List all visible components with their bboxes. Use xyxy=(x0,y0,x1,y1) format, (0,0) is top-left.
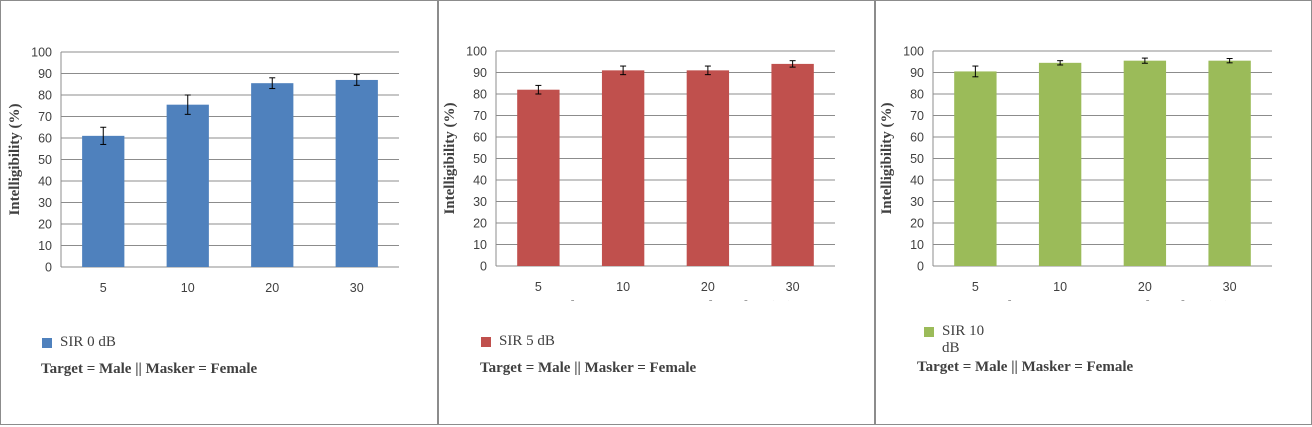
bar xyxy=(1123,60,1167,266)
y-tick-label: 20 xyxy=(910,217,924,231)
legend-swatch xyxy=(42,338,52,348)
bar xyxy=(1208,60,1251,266)
bar xyxy=(82,135,125,267)
bar-chart-sir-5: 0 10 20 30 40 50 60 70 80 90 100 5 10 20 30 Angle Betwe… xyxy=(442,45,835,301)
chart-panel-sir-0: 0 10 20 30 40 50 60 70 80 90 100 5 10 20 30 Angle Betwe… xyxy=(0,0,438,425)
x-axis-title: Angle Between Target and Masker ( ° ) xyxy=(109,300,358,301)
legend: SIR 5 dB xyxy=(481,333,641,350)
chart-caption: Target = Male || Masker = Female xyxy=(917,359,1134,375)
y-tick-label: 50 xyxy=(910,152,924,166)
x-tick-label: 5 xyxy=(100,281,107,295)
x-tick-label: 10 xyxy=(616,280,630,294)
y-tick-label: 0 xyxy=(45,261,52,275)
bar xyxy=(517,89,560,266)
y-tick-label: 50 xyxy=(473,152,487,166)
y-tick-label: 40 xyxy=(910,174,924,188)
y-tick-label: 90 xyxy=(38,67,52,81)
bar xyxy=(686,70,730,266)
y-tick-label: 60 xyxy=(910,131,924,145)
x-axis-title: Angle Between Target and Masker ( ° ) xyxy=(544,299,793,301)
y-axis-title: Intelligibility (%) xyxy=(7,103,23,215)
y-tick-label: 30 xyxy=(473,195,487,209)
x-tick-label: 10 xyxy=(181,281,195,295)
x-tick-label: 20 xyxy=(701,280,715,294)
chart-caption: Target = Male || Masker = Female xyxy=(41,361,258,377)
legend-label: SIR 10 dB xyxy=(942,323,985,356)
bar-chart-sir-10: 0 10 20 30 40 50 60 70 80 90 100 5 10 20 30 Angle Betwe… xyxy=(879,45,1272,301)
bar xyxy=(771,63,814,267)
chart-caption: Target = Male || Masker = Female xyxy=(480,360,697,376)
y-tick-label: 100 xyxy=(31,46,52,60)
y-tick-label: 30 xyxy=(38,196,52,210)
y-tick-label: 10 xyxy=(473,238,487,252)
x-tick-label: 20 xyxy=(1138,280,1152,294)
x-tick-label: 30 xyxy=(350,281,364,295)
y-tick-label: 70 xyxy=(473,109,487,123)
y-tick-label: 80 xyxy=(473,88,487,102)
x-tick-label: 5 xyxy=(535,280,542,294)
x-tick-label: 5 xyxy=(972,280,979,294)
y-tick-label: 60 xyxy=(473,131,487,145)
legend: SIR 10 dB xyxy=(924,323,994,357)
x-tick-label: 30 xyxy=(1223,280,1237,294)
bar xyxy=(601,70,645,266)
y-tick-label: 0 xyxy=(917,260,924,274)
legend: SIR 0 dB xyxy=(42,334,202,351)
legend-label: SIR 0 dB xyxy=(60,334,116,350)
y-tick-label: 30 xyxy=(910,195,924,209)
chart-panel-sir-5: 0 10 20 30 40 50 60 70 80 90 100 5 10 20 30 Angle Betwe… xyxy=(438,0,875,425)
y-tick-label: 90 xyxy=(910,66,924,80)
y-tick-label: 80 xyxy=(38,89,52,103)
bar xyxy=(954,71,997,266)
x-axis-title: Angle Between Target and Masker ( ° ) xyxy=(981,299,1230,301)
bar xyxy=(166,104,209,267)
y-tick-label: 40 xyxy=(473,174,487,188)
bar xyxy=(335,79,378,267)
chart-panel-sir-10: 0 10 20 30 40 50 60 70 80 90 100 5 10 20 30 Angle Betwe… xyxy=(875,0,1312,425)
legend-label: SIR 5 dB xyxy=(499,333,555,349)
y-axis-title: Intelligibility (%) xyxy=(442,102,458,214)
y-tick-label: 90 xyxy=(473,66,487,80)
bar-chart-sir-0: 0 10 20 30 40 50 60 70 80 90 100 5 10 20 30 Angle Betwe… xyxy=(7,46,399,301)
y-tick-label: 70 xyxy=(38,110,52,124)
x-tick-label: 20 xyxy=(265,281,279,295)
legend-swatch xyxy=(481,337,491,347)
y-axis-title: Intelligibility (%) xyxy=(879,102,895,214)
y-tick-label: 80 xyxy=(910,88,924,102)
y-tick-label: 20 xyxy=(38,218,52,232)
y-tick-label: 50 xyxy=(38,153,52,167)
y-tick-label: 0 xyxy=(480,260,487,274)
y-tick-label: 100 xyxy=(466,45,487,59)
y-tick-label: 100 xyxy=(903,45,924,59)
y-tick-label: 60 xyxy=(38,132,52,146)
x-tick-label: 10 xyxy=(1053,280,1067,294)
y-tick-label: 20 xyxy=(473,217,487,231)
y-tick-label: 10 xyxy=(910,238,924,252)
x-tick-label: 30 xyxy=(786,280,800,294)
y-tick-label: 10 xyxy=(38,239,52,253)
bar xyxy=(251,83,294,267)
legend-swatch xyxy=(924,327,934,337)
y-tick-label: 70 xyxy=(910,109,924,123)
y-tick-label: 40 xyxy=(38,175,52,189)
bar xyxy=(1038,62,1082,267)
